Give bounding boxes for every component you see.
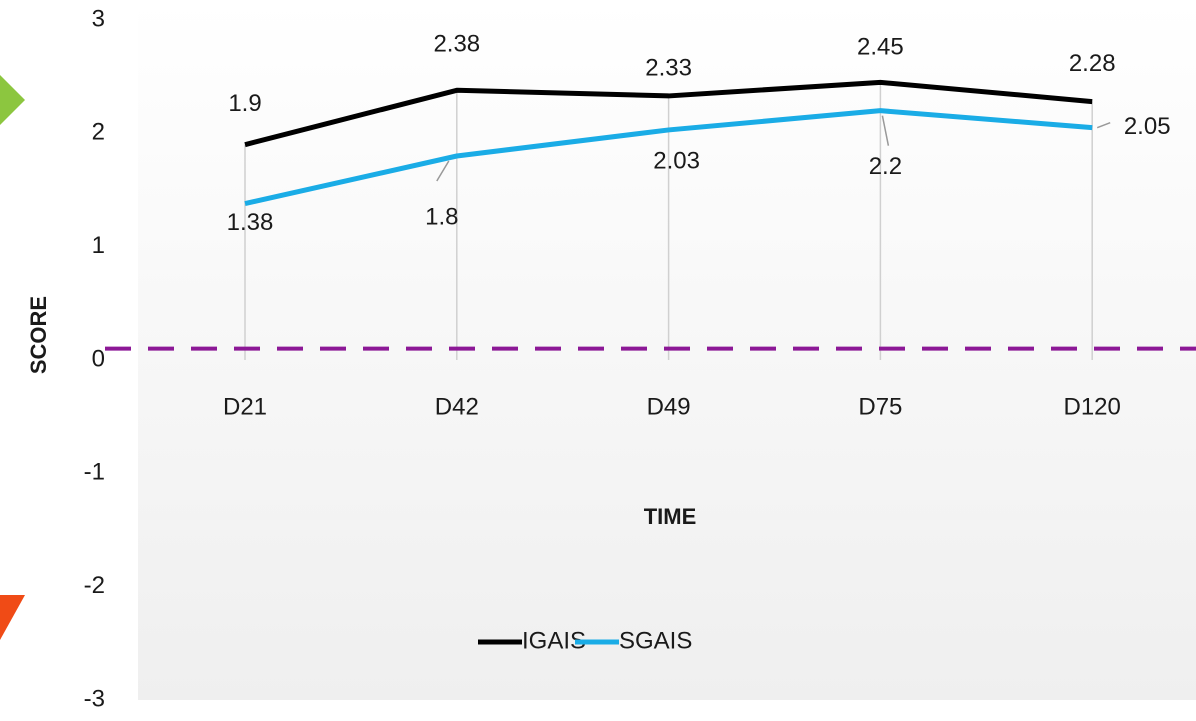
y-tick-label: 3 [92,5,105,32]
label-leader [436,160,450,182]
x-axis-title: TIME [644,504,697,529]
y-tick-label: 0 [92,345,105,372]
y-tick-label: -2 [84,572,105,599]
data-label: 2.28 [1069,50,1116,77]
x-tick-label: D120 [1064,393,1121,420]
data-label: 2.05 [1124,113,1171,140]
x-tick-label: D21 [223,393,267,420]
data-label: 2.33 [645,54,692,81]
data-label: 2.2 [869,153,902,180]
y-tick-label: 1 [92,232,105,259]
x-tick-label: D75 [858,393,902,420]
y-tick-label: 2 [92,119,105,146]
data-label: 2.45 [857,34,904,61]
data-label: 1.9 [228,90,261,117]
data-label: 1.8 [425,203,458,230]
down-arrow-icon [0,595,25,640]
x-tick-label: D49 [647,393,691,420]
legend-label: SGAIS [619,627,692,654]
data-label: 1.38 [227,209,274,236]
data-label: 2.38 [433,31,480,58]
series-line [244,108,1093,207]
y-axis-title: SCORE [26,296,51,374]
data-label: 2.03 [653,147,700,174]
up-arrow-icon [0,75,25,125]
y-tick-label: -1 [84,459,105,486]
series-line [244,79,1093,148]
x-tick-label: D42 [435,393,479,420]
y-tick-label: -3 [84,685,105,712]
label-leader [1096,121,1111,129]
label-leader [881,115,890,146]
